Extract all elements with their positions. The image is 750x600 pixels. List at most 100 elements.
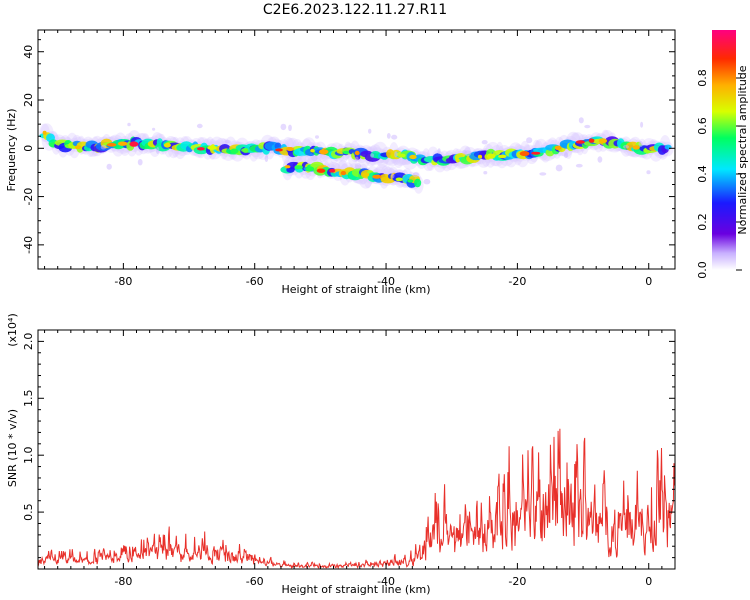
- spectrogram-hotspot: [409, 154, 417, 160]
- spectrogram-speckle: [483, 171, 488, 175]
- snr-xtick-label-0: -80: [114, 575, 132, 588]
- spectrogram-speckle: [481, 140, 488, 145]
- spectrogram-xtick-label-0: -80: [114, 275, 132, 288]
- spectrogram-hotspot: [372, 174, 382, 179]
- spectrogram-speckle: [464, 150, 472, 157]
- spectrogram-speckle: [152, 127, 156, 131]
- snr-xtick-label-2: -40: [377, 575, 395, 588]
- spectrogram-hotspot: [362, 172, 370, 177]
- spectrogram-hotspot: [284, 165, 291, 169]
- spectrogram-xtick-label-4: 0: [645, 275, 652, 288]
- snr-ytick-label-1: 1.0: [22, 446, 35, 464]
- spectrogram-speckle: [539, 172, 547, 176]
- colorbar: [712, 30, 736, 270]
- colorbar-tick-label-2: 0.4: [696, 165, 709, 183]
- spectrogram-ylabel: Frequency (Hz): [5, 109, 18, 192]
- spectrogram-hotspot: [129, 141, 139, 147]
- spectrogram-hotspot: [486, 153, 496, 159]
- spectrogram-secondary-band: [280, 154, 424, 194]
- spectrogram-speckle: [623, 145, 629, 149]
- spectrogram-speckle: [368, 128, 372, 134]
- spectrogram-plot-area: [39, 117, 674, 194]
- spectrogram-speckle: [578, 117, 584, 124]
- spectrogram-xtick-label-3: -20: [508, 275, 526, 288]
- spectrogram-hotspot: [340, 170, 347, 176]
- spectrogram-blob: [664, 144, 672, 150]
- spectrogram-speckle: [137, 159, 143, 166]
- spectrogram-hotspot: [286, 147, 295, 151]
- spectrogram-hotspot: [275, 148, 283, 152]
- spectrogram-xtick-label-2: -40: [377, 275, 395, 288]
- spectrogram-speckle: [555, 164, 563, 172]
- spectrogram-hotspot: [310, 148, 315, 153]
- colorbar-tick-label-4: 0.8: [696, 69, 709, 87]
- spectrogram-ytick-label-0: -40: [22, 236, 35, 254]
- colorbar-tick-label-0: 0.0: [696, 261, 709, 279]
- spectrogram-speckle: [597, 156, 603, 163]
- spectrogram-hotspot: [598, 138, 607, 144]
- spectrogram-speckle: [370, 153, 375, 158]
- spectrogram-speckle: [156, 147, 160, 154]
- spectrogram-speckle: [584, 124, 591, 129]
- snr-series-line: [38, 428, 675, 569]
- spectrogram-hotspot: [588, 138, 595, 143]
- spectrogram-hotspot: [197, 147, 205, 151]
- spectrogram-hotspot: [477, 154, 483, 159]
- spectrogram-speckle: [354, 163, 362, 169]
- spectrogram-speckle: [100, 144, 107, 150]
- colorbar-tick-label-3: 0.6: [696, 117, 709, 135]
- spectrogram-speckle: [355, 156, 359, 161]
- spectrogram-hotspot: [42, 130, 47, 135]
- spectrogram-hotspot: [342, 150, 350, 154]
- spectrogram-hotspot: [329, 169, 336, 173]
- snr-xtick-label-4: 0: [645, 575, 652, 588]
- snr-ytick-label-0: 0.5: [22, 503, 35, 520]
- spectrogram-blob: [414, 178, 422, 188]
- page-title: C2E6.2023.122.11.27.R11: [262, 2, 448, 18]
- snr-ytick-label-2: 1.5: [22, 390, 35, 408]
- spectrogram-speckle: [640, 121, 644, 128]
- spectrogram-hotspot: [575, 140, 585, 144]
- spectrogram-speckle: [638, 141, 643, 148]
- spectrogram-hotspot: [519, 151, 530, 157]
- spectrogram-ytick-label-3: 20: [22, 93, 35, 107]
- spectrogram-hotspot: [554, 145, 562, 150]
- spectrogram-speckle: [391, 173, 395, 179]
- snr-ylabel: SNR (10 * v/v): [6, 409, 19, 487]
- spectrogram-speckle: [224, 139, 231, 144]
- spectrogram-speckle: [412, 172, 420, 178]
- spectrogram-speckles: [100, 117, 651, 185]
- snr-ytick-label-3: 2.0: [22, 333, 35, 351]
- spectrogram-xlabel: Height of straight line (km): [281, 283, 430, 296]
- spectrogram-speckle: [386, 133, 391, 139]
- spectrogram-speckle: [311, 155, 318, 162]
- spectrogram-hotspot: [230, 148, 239, 154]
- spectrogram-frame: [37, 29, 676, 270]
- spectrogram-hotspot: [319, 149, 329, 155]
- spectrogram-speckle: [575, 163, 583, 168]
- spectrogram-hotspot: [531, 151, 541, 155]
- spectrogram-hotspot: [632, 145, 640, 150]
- snr-chart: -80 -60 -40 -20 0 0.5 1.0 1.5 2.0 Height of stra…: [6, 313, 676, 596]
- spectrogram-hotspot: [207, 145, 217, 150]
- colorbar-tick-label-1: 0.2: [696, 213, 709, 231]
- spectrogram-hotspot: [74, 145, 82, 150]
- spectrogram-speckle: [437, 148, 441, 155]
- spectrogram-chart: -80 -60 -40 -20 0 -40 -20 0 20 40 Height of strai…: [5, 29, 749, 296]
- spectrogram-main-band: [39, 123, 674, 173]
- spectrogram-hotspot: [316, 168, 326, 173]
- spectrogram-ytick-label-2: 0: [22, 145, 35, 152]
- spectrogram-speckle: [646, 170, 651, 175]
- spectrogram-ytick-label-4: 40: [22, 45, 35, 59]
- spectrogram-speckle: [264, 155, 269, 162]
- spectrogram-speckle: [526, 137, 533, 144]
- spectrogram-hotspot: [117, 141, 128, 146]
- snr-xlabel: Height of straight line (km): [281, 583, 430, 596]
- spectrogram-speckle: [280, 123, 287, 131]
- spectrogram-hotspot: [242, 148, 249, 153]
- spectrogram-xtick-label-1: -60: [246, 275, 264, 288]
- spectrogram-speckle: [127, 122, 131, 127]
- spectrogram-hotspot: [498, 154, 507, 159]
- snr-xtick-label-3: -20: [508, 575, 526, 588]
- spectrogram-hotspot: [407, 179, 414, 183]
